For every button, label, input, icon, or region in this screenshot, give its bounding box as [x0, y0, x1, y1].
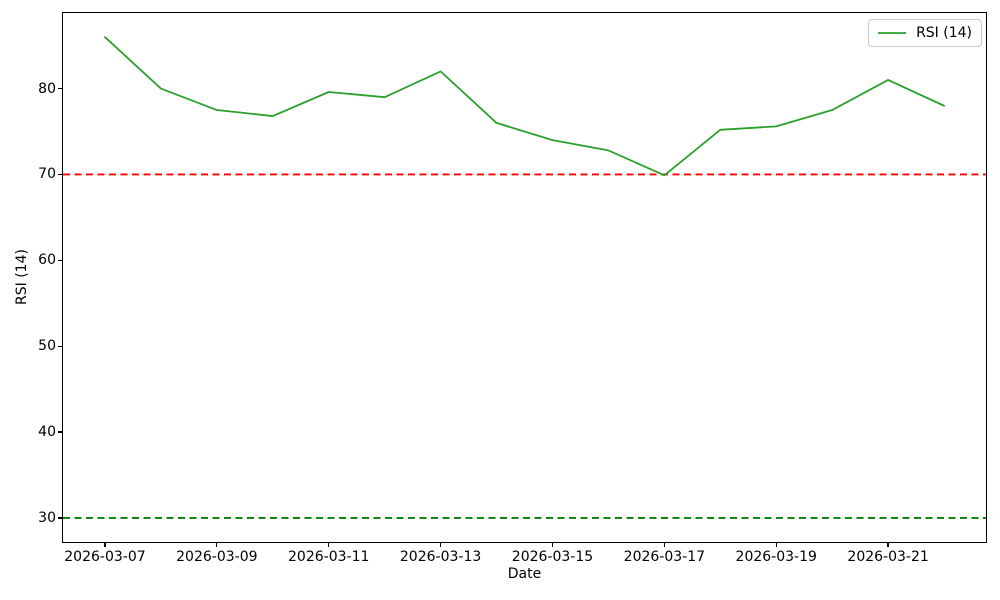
x-tick-label: 2026-03-13 [399, 549, 482, 565]
series-line [104, 36, 945, 177]
y-tick-label: 30 [38, 509, 56, 526]
chart-canvas [63, 36, 986, 519]
x-tick [887, 543, 889, 547]
x-tick [328, 543, 330, 547]
plot-area: RSI (14) [62, 12, 987, 543]
y-tick-label: 40 [38, 424, 56, 441]
y-tick-label: 50 [38, 338, 56, 355]
y-tick [58, 431, 62, 433]
x-tick [775, 543, 777, 547]
x-tick [551, 543, 554, 547]
legend: RSI (14) [868, 19, 982, 47]
x-tick-label: 2026-03-15 [511, 549, 594, 565]
y-tick [58, 517, 62, 519]
x-tick [104, 543, 106, 547]
x-tick-label: 2026-03-11 [288, 549, 370, 565]
x-tick [663, 543, 665, 547]
y-tick-label: 80 [38, 80, 56, 97]
legend-label: RSI (14) [916, 25, 972, 41]
x-axis-title: Date [507, 566, 542, 582]
x-tick [216, 543, 218, 547]
y-tick [58, 173, 62, 176]
y-tick-label: 70 [38, 166, 56, 183]
x-tick-label: 2026-03-17 [623, 549, 706, 565]
x-tick-label: 2026-03-09 [176, 549, 258, 565]
y-tick-label: 60 [38, 252, 56, 269]
x-tick-label: 2026-03-07 [64, 549, 146, 565]
legend-line-icon [878, 32, 907, 34]
x-tick [439, 543, 442, 547]
x-tick-label: 2026-03-19 [735, 549, 817, 565]
x-tick-label: 2026-03-21 [847, 549, 929, 565]
y-tick [58, 87, 62, 90]
y-tick [58, 259, 62, 261]
y-tick [58, 345, 62, 347]
